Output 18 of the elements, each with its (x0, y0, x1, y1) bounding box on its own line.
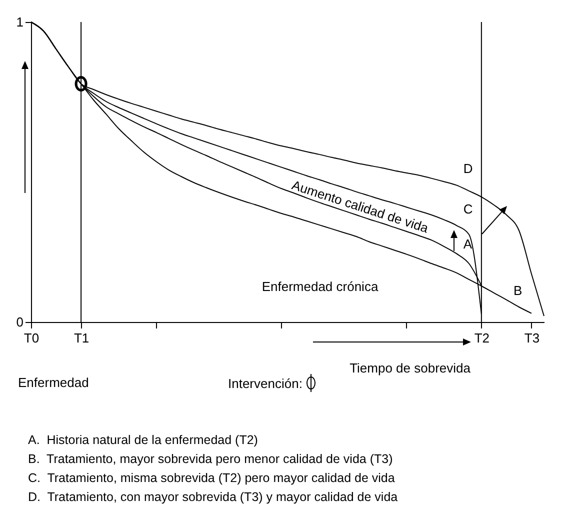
x-tick-label: T0 (24, 330, 40, 346)
series-label: B (513, 282, 522, 298)
series-label: C (463, 201, 473, 216)
text: B. Tratamiento, mayor sobrevida pero menor calidad de vida (T3) (28, 452, 393, 466)
x-tick-label: T3 (524, 330, 540, 346)
x-axis-title: Tiempo de sobrevida (350, 360, 472, 376)
x-tick-label: T1 (74, 330, 90, 346)
text: A. Historia natural de la enfermedad (T2) (28, 433, 258, 447)
text: C. Tratamiento, misma sobrevida (T2) pero mayor calidad de vida (28, 471, 395, 485)
y-tick-label: 1 (16, 14, 24, 30)
series-label: D (463, 161, 473, 176)
x-tick-label: T2 (474, 330, 490, 346)
text: D. Tratamiento, con mayor sobrevida (T3) y mayor calidad de vida (28, 490, 398, 504)
y-tick-label: 0 (16, 314, 24, 330)
annotation: Enfermedad crónica (262, 279, 379, 294)
text: Intervención: (228, 376, 302, 390)
text: Enfermedad (18, 375, 89, 390)
legend-label: A (463, 236, 472, 252)
